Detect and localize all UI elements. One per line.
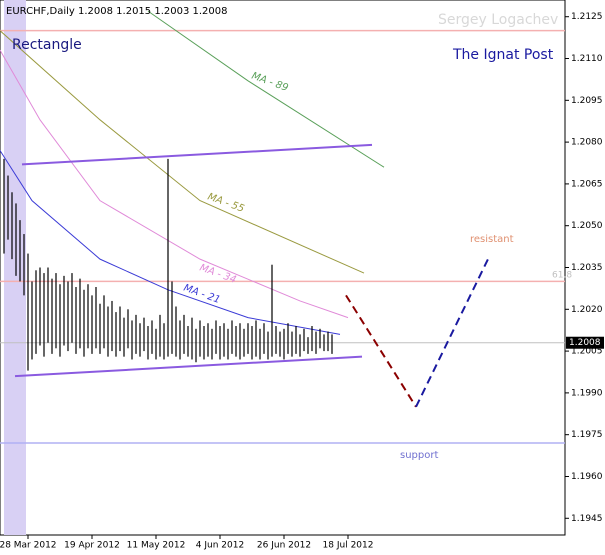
pattern-label: Rectangle — [12, 37, 82, 53]
moving-average — [0, 49, 349, 319]
last-price-box — [566, 336, 604, 349]
y-tick-label: 1.2050 — [571, 221, 603, 231]
trend-line — [21, 143, 373, 166]
x-tick-label: 18 Jul 2012 — [323, 541, 374, 551]
y-tick-label: 1.2110 — [571, 54, 603, 64]
y-tick-label: 1.2035 — [571, 263, 603, 273]
x-tick-label: 26 Jun 2012 — [257, 541, 311, 551]
y-tick-label: 1.2125 — [571, 12, 603, 22]
fib-label: 61.8 — [552, 271, 572, 281]
source: The Ignat Post — [452, 47, 554, 63]
trend-line — [415, 258, 489, 408]
resistance-label: resistant — [470, 234, 514, 245]
moving-average — [0, 150, 341, 335]
trend-line — [14, 355, 363, 378]
pattern-zone — [4, 0, 26, 535]
moving-average — [147, 10, 385, 168]
header: EURCHF,Daily 1.2008 1.2015 1.2003 1.2008 — [6, 6, 228, 17]
y-tick-label: 1.1975 — [571, 430, 603, 440]
support-label: support — [400, 450, 438, 461]
y-tick-label: 1.1990 — [571, 388, 603, 398]
trend-line — [345, 294, 417, 408]
y-tick-label: 1.2020 — [571, 305, 603, 315]
y-tick-label: 1.1945 — [571, 514, 603, 524]
x-tick-label: 4 Jun 2012 — [196, 541, 244, 551]
last-price-label: 1.2008 — [569, 338, 601, 348]
y-tick-label: 1.2095 — [571, 96, 603, 106]
plot-frame — [0, 0, 566, 536]
x-tick-label: 28 Mar 2012 — [0, 541, 57, 551]
y-tick-label: 1.2005 — [571, 347, 603, 357]
x-tick-label: 19 Apr 2012 — [64, 541, 120, 551]
x-tick-label: 11 May 2012 — [127, 541, 186, 551]
y-tick-label: 1.1960 — [571, 472, 603, 482]
author: Sergey Logachev — [438, 12, 558, 28]
plot — [0, 0, 565, 535]
y-tick-label: 1.2065 — [571, 179, 603, 189]
y-tick-label: 1.2080 — [571, 138, 603, 148]
moving-average — [0, 30, 365, 274]
